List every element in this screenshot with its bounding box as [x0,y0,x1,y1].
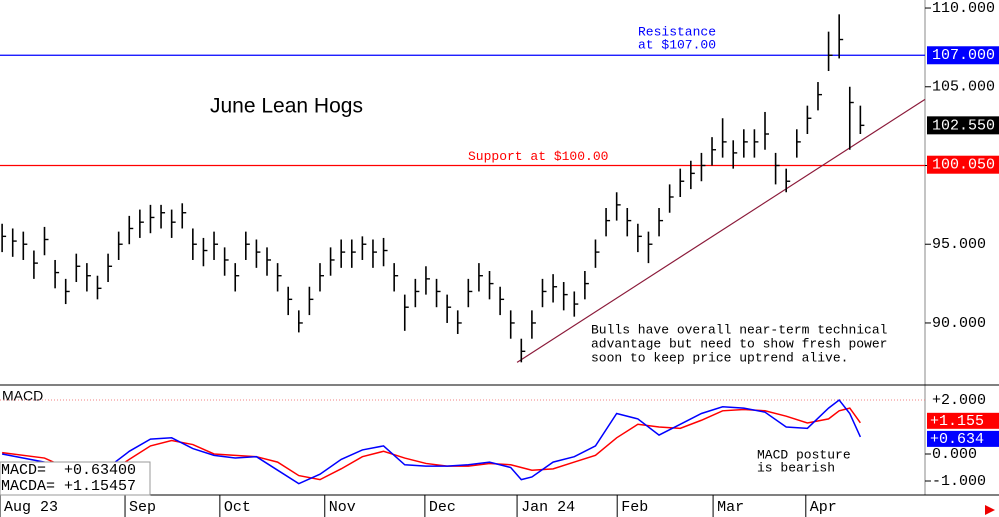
x-tick-label: Jan 24 [521,499,575,516]
x-tick-label: Apr [810,499,837,516]
value-marker [927,412,999,429]
price-marker-label: 100.050 [932,157,995,174]
x-tick-label: Sep [129,499,156,516]
panel-title: MACD [2,388,43,404]
x-tick-label: Feb [621,499,648,516]
price-marker-label: 102.550 [932,117,995,134]
legend-label: MACD= [1,462,46,479]
legend-label: MACDA= [1,478,55,495]
y-tick-label: +2.000 [932,392,986,409]
annotation: is bearish [757,460,835,475]
y-tick-label: 105.000 [932,79,995,96]
x-tick-label: Nov [329,499,356,516]
annotation: MACD posture [757,447,851,462]
y-tick-label: -1.000 [932,473,986,490]
annotation: Bulls have overall near-term technical [591,322,888,337]
x-tick-label: Dec [429,499,456,516]
chart-title: June Lean Hogs [210,95,363,118]
y-tick-label: 0.000 [932,446,977,463]
annotation: Resistance [638,25,716,40]
macd-line [2,407,861,481]
value-marker-label: +1.155 [930,413,984,430]
price-marker-label: 107.000 [932,47,995,64]
y-tick-label: 95.000 [932,236,986,253]
legend-value: +1.15457 [64,478,136,495]
annotation: advantage but need to show fresh power [591,336,887,351]
x-tick-label: Oct [224,499,251,516]
legend-value: +0.63400 [64,462,136,479]
value-marker [927,430,999,447]
arrow-icon [985,505,995,515]
trendline [516,98,926,363]
legend [0,461,151,496]
y-tick-label: 90.000 [932,315,986,332]
macd-line [1,398,862,485]
annotation: Support at $100.00 [468,149,608,164]
price-marker [927,116,999,135]
value-marker-label: +0.634 [930,431,984,448]
x-tick-label: Mar [717,499,744,516]
x-tick-label: Aug 23 [4,499,58,516]
price-marker [927,46,999,65]
annotation: at $107.00 [638,38,716,53]
annotation: soon to keep price uptrend alive. [591,350,848,365]
price-marker [927,155,999,174]
y-tick-label: 110.000 [932,0,995,17]
